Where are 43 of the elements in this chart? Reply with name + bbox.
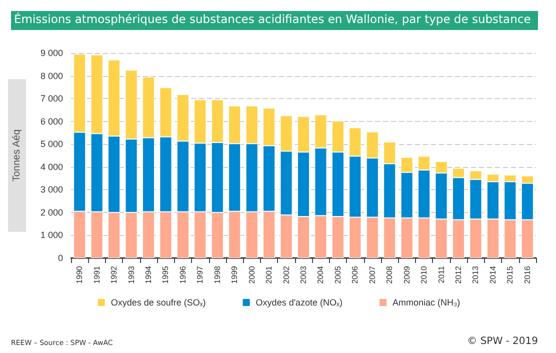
x-tick-label: 1994 — [144, 265, 153, 284]
legend-label: Oxydes de soufre (SOₓ) — [110, 298, 206, 308]
x-tick-label: 1991 — [92, 265, 102, 284]
y-tick-label: 4 000 — [40, 162, 63, 172]
x-tick-label: 2001 — [264, 265, 274, 284]
x-tick-label: 2002 — [282, 265, 291, 284]
x-tick-label: 2012 — [454, 265, 463, 284]
x-tick-label: 2007 — [368, 265, 377, 284]
x-tick-label: 1997 — [196, 265, 205, 284]
y-tick-label: 8 000 — [40, 70, 63, 81]
legend-label: Oxydes d'azote (NOₓ) — [256, 298, 343, 308]
x-tick-label: 1993 — [126, 265, 136, 284]
x-tick-label: 2000 — [247, 265, 256, 284]
x-tick-label: 2010 — [420, 265, 429, 284]
x-tick-label: 1999 — [230, 265, 240, 284]
x-tick-label: 1996 — [178, 265, 188, 284]
x-tick-label: 2014 — [488, 265, 498, 284]
y-tick-label: 7 000 — [40, 94, 63, 104]
x-tick-label: 2005 — [333, 265, 342, 284]
x-tick-label: 2004 — [316, 265, 326, 284]
legend-label: Ammoniac (NH₃) — [392, 298, 460, 308]
text: © SPW - 2019 — [467, 336, 538, 347]
y-tick-label: 9 000 — [40, 48, 63, 58]
x-tick-label: 2013 — [471, 265, 480, 284]
y-tick-label: 2 000 — [40, 207, 63, 218]
y-tick-label: 0 — [58, 253, 63, 263]
x-tick-label: 2009 — [402, 265, 412, 284]
y-tick-label: 3 000 — [40, 184, 63, 195]
x-tick-label: 1995 — [161, 265, 170, 284]
y-tick-label: 1 000 — [40, 230, 63, 240]
y-axis-title: Tonnes Aéq — [12, 129, 22, 182]
x-tick-label: 1992 — [110, 265, 119, 284]
x-tick-label: 2003 — [299, 265, 308, 284]
x-tick-label: 2008 — [385, 265, 394, 284]
x-tick-label: 1990 — [75, 265, 84, 284]
x-tick-label: 2016 — [522, 265, 532, 284]
chart-title: Émissions atmosphériques de substances acidifiantes en Wallonie, par type de substance — [11, 11, 538, 30]
x-tick-label: 2015 — [506, 265, 515, 284]
y-tick-label: 6 000 — [40, 116, 63, 126]
x-tick-label: 2011 — [436, 265, 446, 284]
x-tick-label: 2006 — [350, 265, 360, 284]
x-tick-label: 1998 — [212, 265, 222, 284]
y-tick-label: 5 000 — [40, 139, 63, 150]
